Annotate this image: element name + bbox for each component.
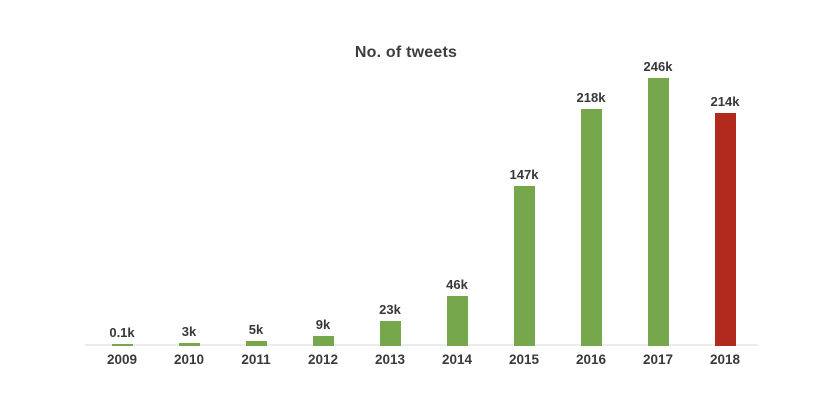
bar-value-label-2011: 5k [248, 321, 264, 337]
x-axis-line [85, 344, 758, 346]
bar-value-label-2010: 3k [181, 323, 197, 339]
bar-2009 [111, 344, 133, 346]
x-tick-label-2009: 2009 [106, 352, 138, 367]
x-tick-label-2014: 2014 [441, 352, 473, 367]
bar-2017 [647, 78, 669, 346]
x-tick-label-2016: 2016 [575, 352, 607, 367]
bar-value-label-2015: 147k [509, 166, 539, 182]
bar-2011 [245, 340, 267, 346]
bar-value-label-2017: 246k [643, 59, 673, 74]
bar-value-label-2016: 218k [576, 89, 606, 105]
x-tick-label-2013: 2013 [374, 352, 406, 367]
x-tick-label-2017: 2017 [642, 352, 674, 367]
bar-2018 [714, 112, 736, 346]
bar-2010 [178, 342, 200, 346]
x-tick-label-2012: 2012 [307, 352, 339, 367]
bar-value-label-2018: 214k [710, 93, 740, 109]
bar-value-label-2012: 9k [315, 317, 331, 333]
x-tick-label-2018: 2018 [709, 352, 741, 367]
x-tick-label-2015: 2015 [508, 352, 540, 367]
bar-value-label-2014: 46k [446, 276, 468, 292]
x-tick-label-2010: 2010 [173, 352, 205, 367]
bar-value-label-2013: 23k [379, 301, 401, 317]
bar-2012 [312, 336, 334, 346]
bar-2013 [379, 320, 401, 346]
x-tick-label-2011: 2011 [241, 352, 271, 367]
bar-2014 [446, 295, 468, 346]
chart-title: No. of tweets [354, 44, 458, 61]
bar-2016 [580, 108, 602, 346]
bar-value-label-2009: 0.1k [109, 325, 135, 340]
bar-2015 [513, 185, 535, 346]
